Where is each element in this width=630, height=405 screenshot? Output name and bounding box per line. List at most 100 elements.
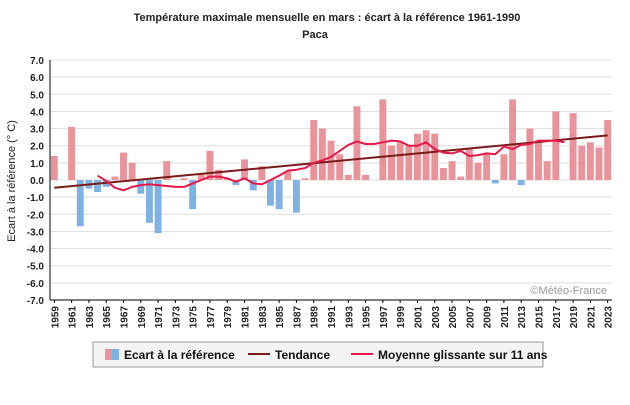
bar	[379, 99, 387, 180]
bar	[422, 130, 430, 180]
legend-ma-label: Moyenne glissante sur 11 ans	[378, 348, 548, 362]
trend-line	[54, 134, 608, 189]
bar	[284, 171, 292, 180]
bar	[569, 113, 577, 180]
bar	[215, 169, 223, 180]
x-tick-label: 1967	[119, 306, 130, 329]
bar	[94, 180, 102, 192]
y-tick-label: 3.0	[30, 125, 44, 136]
bars	[50, 99, 612, 234]
bar	[578, 145, 586, 180]
x-tick-labels: 1959 1961 1963 1965 1967 1969 1971 1973 1975 1977…	[50, 300, 615, 329]
legend-trend-label: Tendance	[275, 348, 330, 362]
bar	[292, 180, 300, 213]
bar	[439, 168, 447, 180]
y-tick-label: -7.0	[27, 296, 45, 307]
x-tick-label: 1995	[362, 306, 373, 329]
x-tick-label: 1987	[292, 306, 303, 329]
bar	[526, 128, 534, 180]
moving-average-line	[97, 139, 565, 192]
x-tick-label: 2011	[500, 306, 511, 328]
bar	[336, 154, 344, 180]
chart-title: Température maximale mensuelle en mars :…	[134, 12, 521, 24]
bar	[543, 161, 551, 180]
bar	[180, 178, 188, 180]
x-tick-label: 2009	[483, 306, 494, 329]
x-tick-label: 1999	[396, 306, 407, 329]
series-lines	[54, 134, 608, 192]
x-tick-label: 1977	[206, 306, 217, 329]
x-tick-label: 2019	[569, 306, 580, 329]
x-tick-label: 1983	[258, 306, 269, 329]
legend: Ecart à la référence Tendance Moyenne gl…	[92, 341, 548, 368]
credit-text: ©Météo-France	[530, 285, 607, 297]
bar	[301, 178, 309, 180]
x-tick-label: 2017	[552, 306, 563, 329]
legend-swatch-positive	[105, 349, 112, 360]
bar	[414, 133, 421, 180]
bar	[388, 145, 395, 180]
bar	[595, 147, 603, 180]
legend-bars-label: Ecart à la référence	[124, 348, 235, 362]
bar	[68, 126, 76, 180]
bar	[448, 161, 456, 180]
bar	[552, 111, 560, 180]
bar	[249, 180, 257, 191]
bar	[517, 180, 525, 186]
bar	[275, 180, 283, 210]
x-tick-label: 1981	[241, 306, 252, 329]
bar	[267, 180, 274, 206]
x-tick-label: 2021	[586, 306, 597, 329]
bar	[154, 180, 162, 234]
bar	[310, 120, 318, 180]
bar	[353, 106, 361, 180]
bar	[327, 140, 335, 180]
bar	[465, 149, 473, 180]
x-tick-label: 2007	[465, 306, 476, 329]
bar	[500, 154, 508, 180]
y-tick-label: 7.0	[30, 56, 44, 67]
bar	[604, 120, 612, 180]
bar	[457, 176, 465, 180]
x-tick-label: 2001	[413, 306, 424, 329]
bar	[128, 162, 136, 180]
legend-swatch-negative	[112, 349, 119, 360]
x-tick-label: 1971	[154, 306, 165, 329]
chart-subtitle: Paca	[302, 29, 329, 41]
bar	[137, 180, 145, 194]
y-tick-label: 6.0	[30, 73, 44, 84]
x-tick-label: 2015	[535, 306, 546, 329]
bar	[318, 128, 326, 180]
x-tick-label: 1991	[327, 306, 338, 329]
y-tick-labels: 7.0 6.0 5.0 4.0 3.0 2.0 1.0 0.0 -1.0 -2.0 -3.0 -4.0…	[27, 56, 45, 307]
x-tick-label: 1959	[50, 306, 61, 329]
y-tick-label: -4.0	[27, 245, 45, 256]
bar	[586, 142, 594, 180]
bar	[431, 133, 439, 180]
bar	[111, 176, 119, 180]
bar	[50, 156, 58, 180]
x-tick-label: 1989	[310, 306, 321, 329]
bar	[258, 166, 266, 180]
x-tick-label: 2023	[604, 306, 615, 329]
x-tick-label: 1993	[344, 306, 355, 329]
bar	[509, 99, 517, 180]
bar	[197, 173, 205, 180]
x-tick-label: 1961	[68, 306, 79, 329]
x-tick-label: 1975	[189, 306, 200, 329]
y-tick-label: 1.0	[30, 159, 44, 170]
x-tick-label: 2003	[431, 306, 442, 329]
x-tick-label: 1973	[171, 306, 182, 329]
bar	[474, 162, 482, 180]
y-tick-label: 4.0	[30, 107, 44, 118]
y-tick-label: -1.0	[27, 193, 45, 204]
x-tick-label: 2013	[517, 306, 528, 329]
bar	[145, 180, 153, 223]
bar	[405, 145, 413, 180]
y-tick-label: 0.0	[30, 176, 44, 187]
bar	[483, 154, 491, 180]
x-tick-label: 1997	[379, 306, 390, 329]
bar	[491, 180, 499, 184]
